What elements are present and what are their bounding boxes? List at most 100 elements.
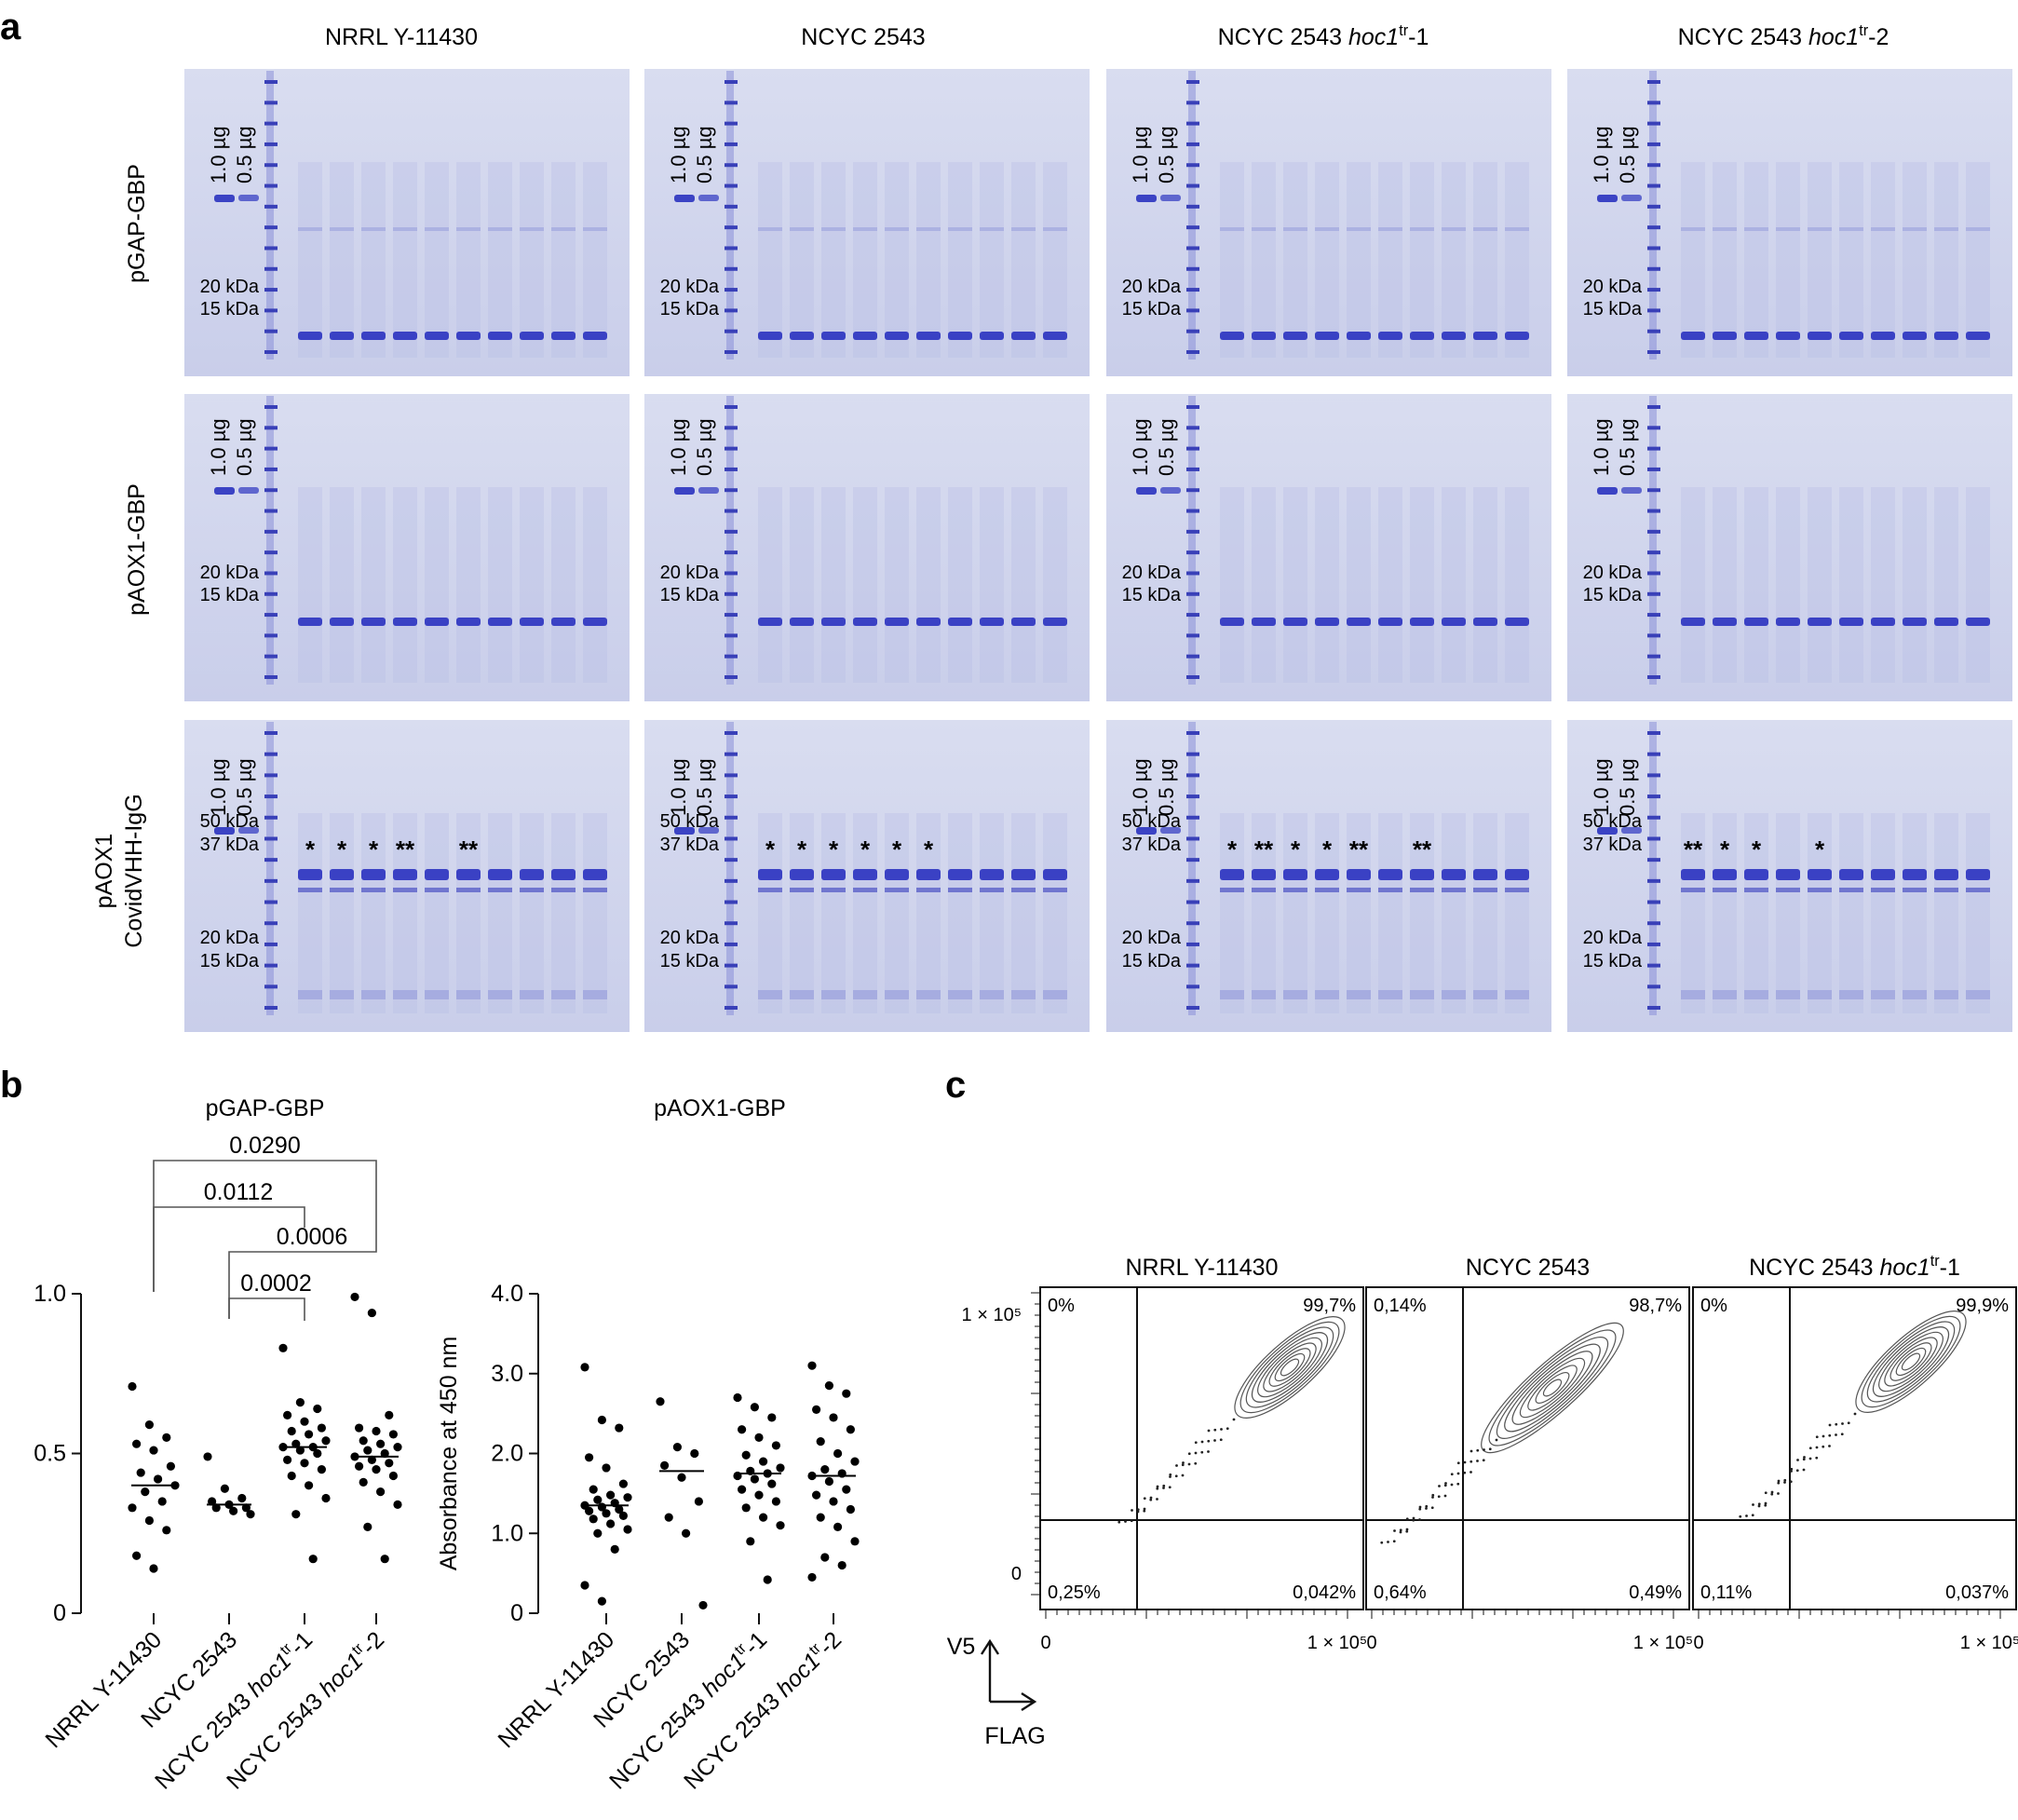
event-dot <box>1181 1474 1185 1477</box>
p-value-label: 0.0290 <box>229 1133 300 1159</box>
strain-header: NCYC 2543 hoc1tr-2 <box>1678 22 1889 50</box>
protein-band <box>425 618 449 626</box>
protein-band <box>1315 618 1339 626</box>
ladder-band <box>725 942 738 946</box>
ladder-band <box>264 815 278 820</box>
low-mw-smear <box>1252 990 1276 999</box>
low-mw-smear <box>948 990 972 999</box>
asterisk-mark: * <box>1815 835 1825 863</box>
ladder-band <box>1186 942 1199 946</box>
event-dot <box>1143 1497 1146 1501</box>
data-point <box>355 1423 364 1433</box>
data-point <box>682 1528 691 1538</box>
ladder-band <box>1186 654 1199 659</box>
event-dot <box>1764 1501 1767 1505</box>
ladder-band <box>1186 591 1199 596</box>
data-point <box>660 1460 670 1470</box>
protein-band <box>1744 869 1768 880</box>
protein-band <box>583 869 607 880</box>
ladder-band <box>1647 509 1660 513</box>
protein-band <box>298 332 322 340</box>
light-chain-band <box>1808 888 1832 892</box>
data-point <box>767 1479 777 1488</box>
y-axis-label: Absorbance at 450 nm <box>436 1337 462 1571</box>
sample-lane <box>1220 162 1244 358</box>
ladder-band <box>725 329 738 333</box>
event-dot <box>1431 1493 1435 1497</box>
ladder-band <box>1186 308 1199 313</box>
standard-label: 0.5 µg <box>1616 758 1639 816</box>
data-point <box>593 1528 603 1538</box>
event-dot <box>1808 1446 1812 1450</box>
standard-band-05ug <box>698 487 719 494</box>
sample-lane <box>1473 813 1497 1013</box>
ladder-band <box>1186 467 1199 471</box>
ladder-band <box>725 426 738 430</box>
protein-band <box>1283 618 1307 626</box>
standard-band-1ug <box>1136 487 1157 495</box>
faint-band <box>520 227 544 231</box>
light-chain-band <box>1011 888 1036 892</box>
protein-band <box>1378 332 1402 340</box>
gel-background <box>644 394 1090 701</box>
data-point <box>776 1521 785 1530</box>
sample-lane <box>1315 487 1339 683</box>
density-contour <box>1878 1331 1944 1392</box>
protein-band <box>1505 618 1529 626</box>
protein-band <box>1713 332 1737 340</box>
ladder-band <box>1647 878 1660 883</box>
sample-lane <box>790 162 814 358</box>
faint-band <box>853 227 877 231</box>
ladder-band <box>725 571 738 576</box>
asterisk-mark: ** <box>1349 835 1369 863</box>
marker-label: 50 kDa <box>200 811 260 832</box>
faint-band <box>948 227 972 231</box>
ladder-band <box>1186 80 1199 84</box>
flow-plot-title-suffix: -1 <box>1940 1255 1960 1281</box>
marker-label: 15 kDa <box>1583 951 1643 971</box>
ladder-lane <box>1649 71 1657 360</box>
density-contour <box>1861 1315 1961 1408</box>
sample-lane <box>1903 162 1927 358</box>
p-value-label: 0.0002 <box>240 1270 311 1297</box>
protein-band <box>1776 332 1800 340</box>
bracket-line <box>153 1206 305 1292</box>
sample-lane <box>1681 487 1705 683</box>
protein-band <box>916 332 941 340</box>
low-mw-smear <box>916 990 941 999</box>
light-chain-band <box>916 888 941 892</box>
event-dot <box>1392 1540 1396 1543</box>
marker-label: 37 kDa <box>200 835 260 855</box>
data-point <box>850 1537 860 1546</box>
ladder-band <box>725 731 738 735</box>
ladder-band <box>725 467 738 471</box>
event-dot <box>1156 1498 1158 1501</box>
gel-background <box>1567 69 2012 376</box>
event-dot <box>1469 1449 1473 1453</box>
protein-band <box>1871 332 1895 340</box>
event-dot <box>1143 1507 1146 1511</box>
data-point <box>820 1465 830 1474</box>
data-point <box>816 1513 825 1522</box>
y-tick-label: 0 <box>53 1600 66 1626</box>
data-point <box>355 1461 364 1471</box>
protein-band <box>1839 332 1863 340</box>
low-mw-smear <box>885 990 909 999</box>
event-dot <box>1194 1451 1198 1455</box>
sample-lane <box>1713 487 1737 683</box>
ladder-band <box>1186 163 1199 168</box>
sample-lane <box>520 162 544 358</box>
standard-label: 0.5 µg <box>1155 418 1178 476</box>
light-chain-band <box>1473 888 1497 892</box>
event-dot <box>1783 1481 1786 1484</box>
data-point <box>376 1439 386 1448</box>
v5-arrow <box>980 1638 1000 1702</box>
event-dot <box>1751 1514 1754 1517</box>
protein-band <box>1681 332 1705 340</box>
data-point <box>393 1443 402 1452</box>
density-contour <box>1542 1379 1563 1397</box>
sample-lane <box>1473 487 1497 683</box>
ladder-band <box>1186 204 1199 209</box>
low-mw-smear <box>980 990 1004 999</box>
event-dot <box>1156 1485 1159 1488</box>
